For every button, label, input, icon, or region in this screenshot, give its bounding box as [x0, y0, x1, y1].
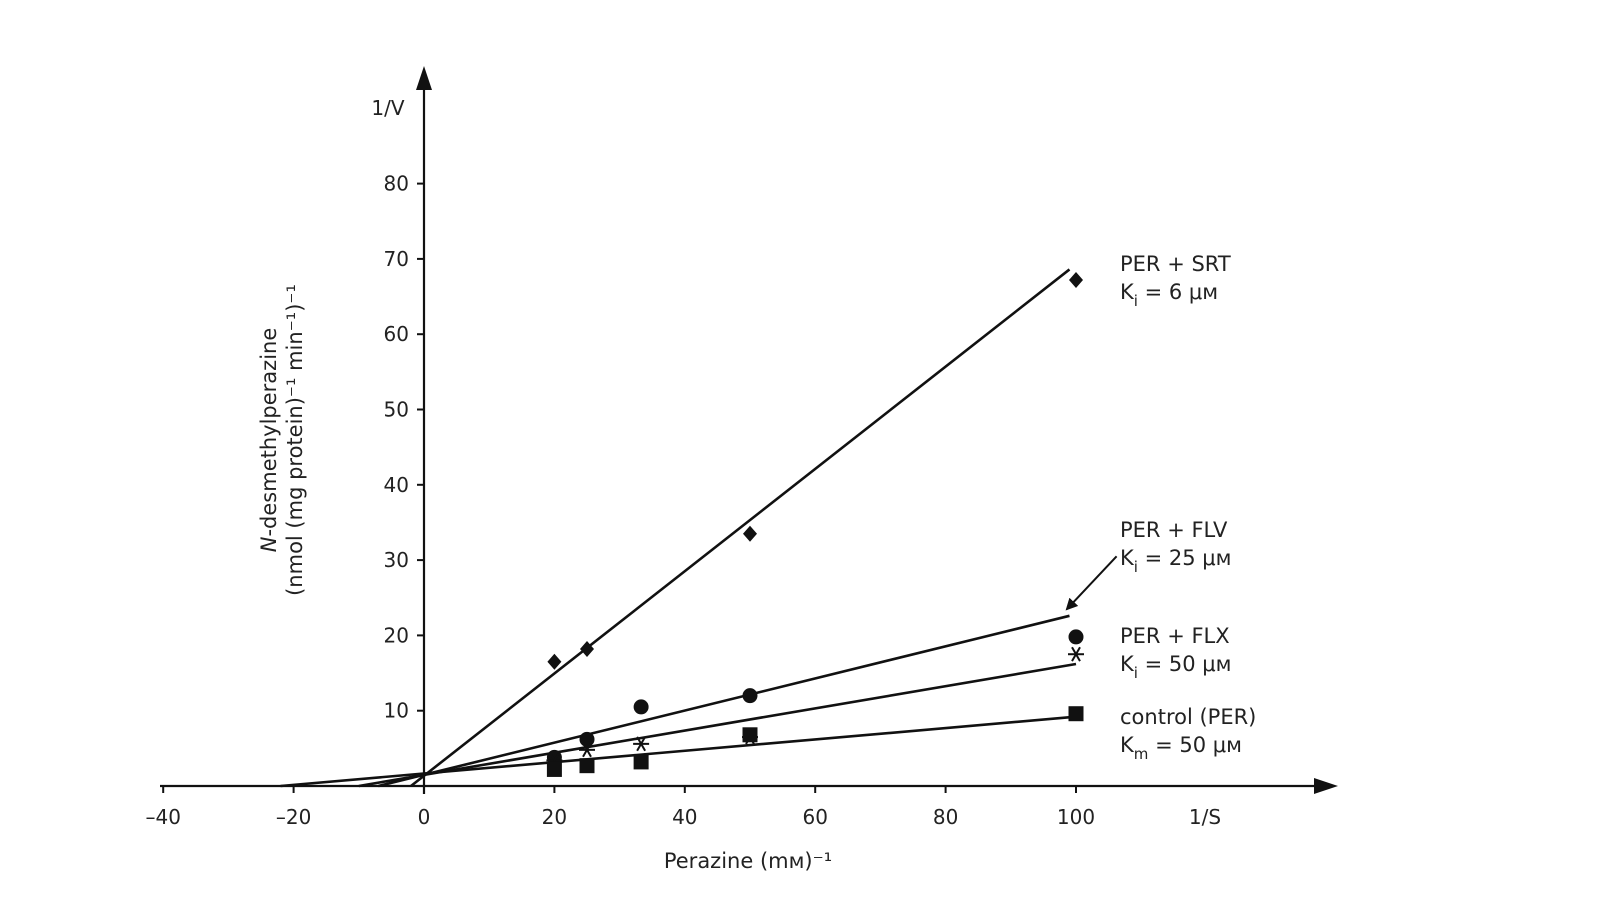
data-point-control [579, 758, 595, 774]
data-point-flv [742, 688, 758, 704]
annotation-control: control (PER) Km = 50 μм [1120, 705, 1256, 763]
fit-line-flv [378, 614, 1070, 788]
y-ticks: 10 20 30 40 50 60 70 80 [384, 172, 424, 723]
y-axis-label-line1-text: -desmethylperazine [257, 328, 281, 537]
x-tick-label: 20 [542, 805, 567, 829]
x-tick-label: –40 [145, 805, 180, 829]
data-point-control [742, 727, 758, 743]
data-point-flv [1068, 629, 1084, 645]
y-axis-label-line1: N-desmethylperazine [257, 328, 281, 553]
annotation-srt-constant: Ki = 6 μм [1120, 280, 1218, 310]
fit-lines [280, 268, 1077, 788]
annotation-control-constant: Km = 50 μм [1120, 733, 1242, 763]
annotation-flv-constant: Ki = 25 μм [1120, 546, 1232, 576]
data-point-flv [579, 731, 595, 747]
data-point-flx [633, 736, 650, 752]
fit-line-control [280, 715, 1077, 788]
x-tick-label: –20 [276, 805, 311, 829]
x-tick-label: 40 [672, 805, 697, 829]
y-tick-label: 60 [384, 322, 409, 346]
y-tick-label: 70 [384, 247, 409, 271]
x-axis-name: 1/S [1189, 805, 1221, 829]
y-tick-label: 30 [384, 548, 409, 572]
y-axis-label-line2: (nmol (mg protein)⁻¹ min⁻¹)⁻¹ [283, 284, 307, 596]
x-axis-label: Perazine (mм)⁻¹ [664, 849, 832, 873]
y-tick-label: 80 [384, 172, 409, 196]
x-axis-arrow-icon [1314, 778, 1338, 794]
x-tick-label: 60 [802, 805, 827, 829]
data-points [546, 271, 1084, 777]
data-point-control [633, 754, 649, 770]
axes [160, 66, 1338, 794]
data-point-srt [743, 525, 757, 542]
x-tick-label: 0 [418, 805, 431, 829]
fit-line-flx [358, 662, 1077, 788]
annotation-flx: PER + FLX Ki = 50 μм [1120, 624, 1232, 682]
data-point-control [1068, 706, 1084, 722]
data-point-srt [547, 653, 562, 670]
data-point-flv [633, 699, 649, 715]
annotation-flv: PER + FLV Ki = 25 μм [1120, 518, 1232, 576]
data-point-srt [1069, 271, 1083, 288]
y-tick-label: 50 [384, 398, 409, 422]
annotation-control-name: control (PER) [1120, 705, 1256, 729]
y-tick-label: 10 [384, 699, 409, 723]
data-point-flx [579, 742, 595, 758]
y-axis-name: 1/V [371, 96, 404, 120]
fit-line-srt [410, 268, 1071, 788]
annotation-flv-name: PER + FLV [1120, 518, 1228, 542]
flv-pointer-arrow [1065, 555, 1118, 611]
annotation-flx-constant: Ki = 50 μм [1120, 652, 1232, 682]
x-tick-label: 100 [1057, 805, 1095, 829]
x-ticks: –40 –20 0 20 40 60 80 100 [145, 786, 1095, 829]
data-point-flx [1068, 646, 1084, 662]
data-point-control [546, 761, 562, 777]
y-axis-label: N-desmethylperazine (nmol (mg protein)⁻¹… [257, 284, 307, 596]
annotation-srt: PER + SRT Ki = 6 μм [1120, 252, 1231, 310]
y-tick-label: 40 [384, 473, 409, 497]
x-tick-label: 80 [933, 805, 958, 829]
y-tick-label: 20 [384, 623, 409, 647]
annotation-flx-name: PER + FLX [1120, 624, 1230, 648]
y-axis-arrow-icon [416, 66, 432, 90]
annotation-srt-name: PER + SRT [1120, 252, 1231, 276]
data-point-srt [580, 640, 594, 657]
